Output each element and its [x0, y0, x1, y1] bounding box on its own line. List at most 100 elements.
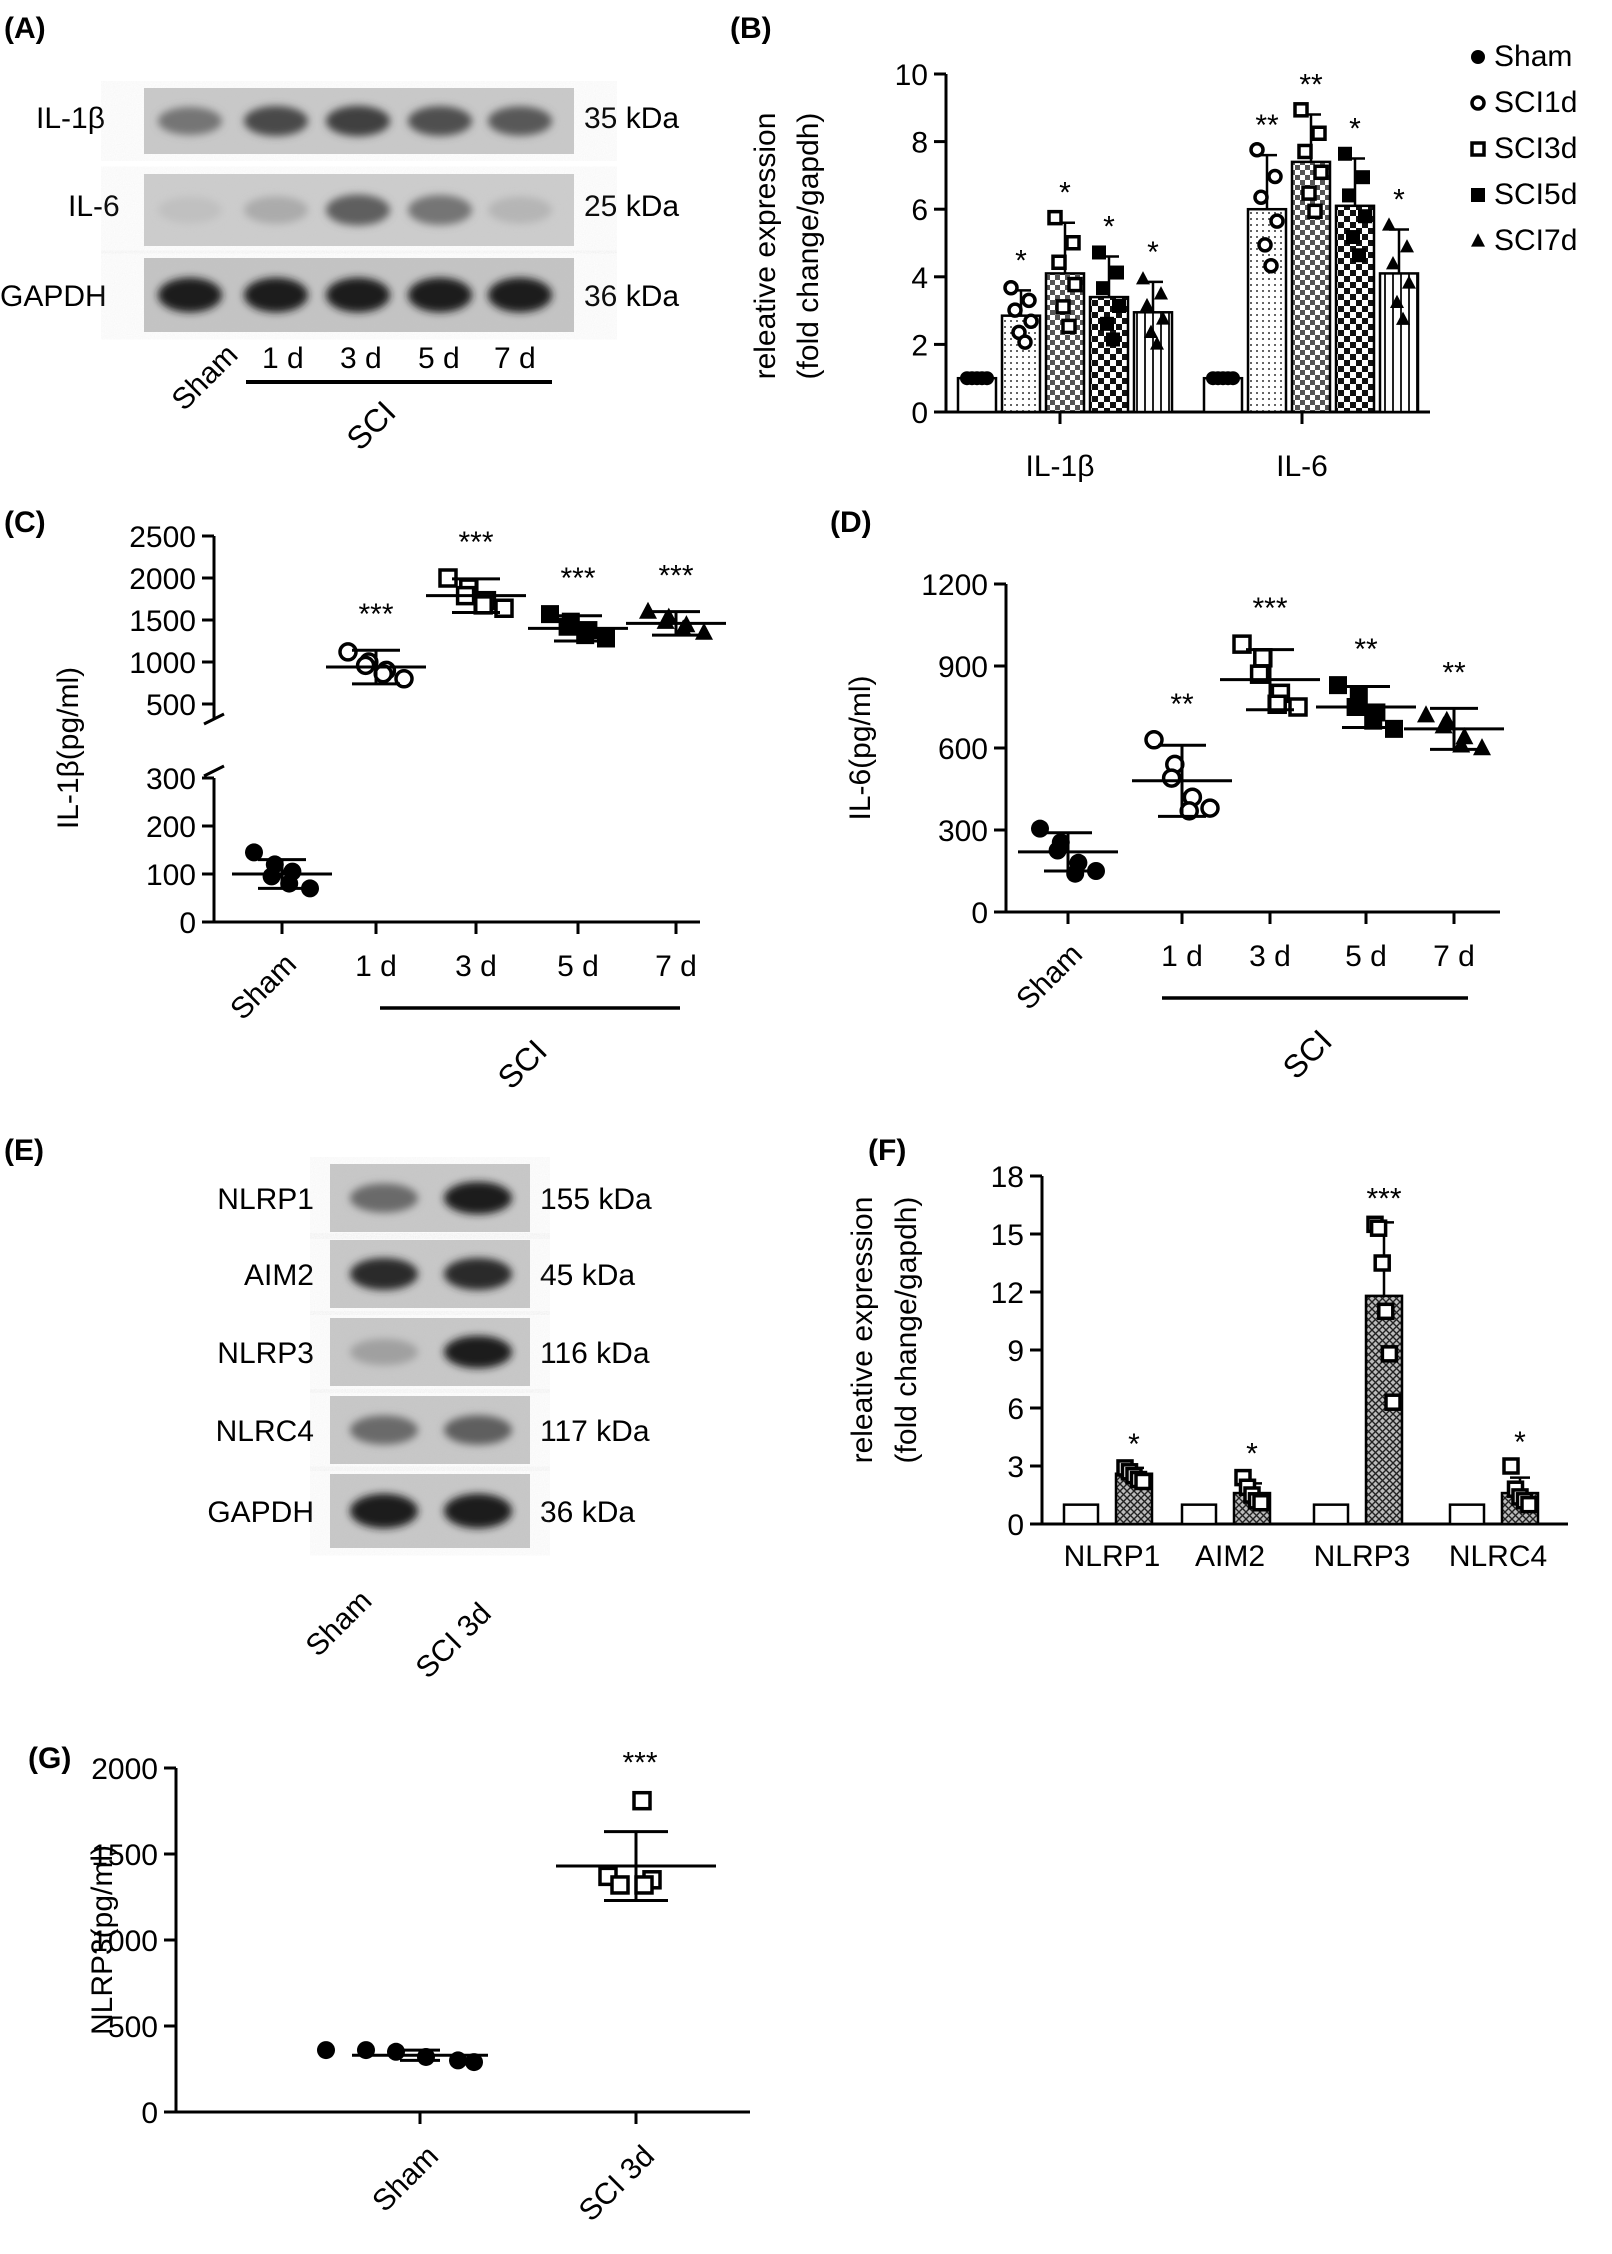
data-point: [541, 605, 559, 624]
data-point: [1267, 168, 1283, 185]
y-tick-label: 18: [991, 1161, 1024, 1194]
lane-label-7d: 7 d: [494, 342, 536, 375]
data-point: [1144, 324, 1158, 338]
data-point: [1396, 311, 1410, 325]
data-point: [1200, 798, 1220, 818]
legend-label: SCI7d: [1494, 224, 1577, 257]
y-tick-label: 0: [911, 397, 928, 430]
data-point: [1051, 254, 1067, 271]
data-point: [1017, 334, 1033, 350]
y-tick-label: 1200: [921, 569, 988, 602]
data-point: [1252, 1493, 1270, 1512]
x-tick-label: 5 d: [1345, 940, 1387, 973]
group-label-sci: SCI: [339, 394, 402, 457]
data-point: [1253, 648, 1273, 668]
blot-size-il6: 25 kDa: [584, 190, 679, 223]
data-point: [1003, 280, 1019, 296]
y-axis-label: (fold change/gapdh): [890, 1197, 923, 1464]
x-tick-label: NLRP3: [1314, 1540, 1411, 1573]
significance-label: *: [1514, 1426, 1526, 1459]
data-point: [1301, 185, 1317, 201]
blot-band: [350, 1493, 418, 1529]
data-point: [1373, 1254, 1391, 1272]
lane-label-5d: 5 d: [418, 342, 460, 375]
panel-label-c: (C): [4, 506, 46, 539]
data-point: [1473, 738, 1491, 756]
lane-labels: Sham 1 d 3 d 5 d 7 d SCI: [166, 338, 552, 457]
data-point: [1249, 141, 1265, 158]
bar: [1088, 295, 1130, 414]
data-point: [1096, 281, 1110, 296]
blot-band: [158, 107, 222, 135]
data-point: [1417, 705, 1435, 723]
blot-size-gapdh: 36 kDa: [540, 1496, 635, 1529]
blot-size-il1b: 35 kDa: [584, 102, 679, 135]
significance-label: *: [1147, 236, 1159, 269]
y-tick-label: 2000: [129, 563, 196, 596]
blot-size-nlrp3: 116 kDa: [540, 1337, 650, 1370]
x-tick-label: 3 d: [455, 950, 497, 983]
bar-sham: [1312, 1503, 1350, 1526]
data-point: [1380, 1345, 1399, 1363]
data-point: [262, 867, 281, 886]
data-point: [1226, 371, 1240, 386]
lane-label-sci3d: SCI 3d: [410, 1597, 498, 1685]
significance-label: ***: [560, 562, 595, 595]
data-point: [558, 617, 577, 636]
data-point: [1297, 143, 1313, 160]
bar-sham: [1180, 1503, 1218, 1526]
legend-marker: [1470, 95, 1486, 111]
significance-label: **: [1442, 656, 1466, 689]
data-point: [1329, 676, 1347, 695]
panel-label-g: (G): [28, 1742, 71, 1775]
x-tick-label: 5 d: [557, 950, 599, 983]
data-point: [338, 642, 358, 662]
x-tick-label: Sham: [224, 948, 303, 1027]
x-tick-label: 1 d: [355, 950, 397, 983]
y-tick-label: 100: [146, 859, 196, 892]
y-tick-label: 12: [991, 1277, 1024, 1310]
data-point: [674, 619, 693, 637]
data-point: [1067, 276, 1083, 293]
blot-size-nlrp1: 155 kDa: [540, 1183, 652, 1216]
legend-label: SCI3d: [1494, 132, 1577, 165]
significance-label: *: [1246, 1438, 1258, 1471]
significance-label: ***: [458, 526, 493, 559]
significance-label: **: [1255, 109, 1279, 142]
y-tick-label: 6: [911, 194, 928, 227]
y-tick-label: 500: [146, 689, 196, 722]
blot-band: [350, 1338, 418, 1366]
data-point: [1369, 1219, 1388, 1237]
data-point: [1358, 209, 1372, 224]
significance-label: *: [1349, 113, 1361, 146]
y-tick-label: 6: [1007, 1393, 1024, 1426]
blot-band: [488, 277, 552, 313]
y-axis-label: IL-1β(pg/ml): [52, 667, 85, 829]
legend-marker: [1470, 141, 1486, 157]
data-point: [1023, 313, 1039, 329]
data-point: [1140, 297, 1154, 312]
y-axis-label: (fold change/gapdh): [792, 113, 825, 380]
x-tick-label: NLRP1: [1064, 1540, 1161, 1573]
x-tick-label: Sham: [366, 2140, 445, 2219]
x-tick-label: 1 d: [1161, 940, 1203, 973]
y-tick-label: 0: [1007, 1509, 1024, 1542]
blot-label-nlrc4: NLRC4: [216, 1415, 314, 1448]
data-point: [465, 2053, 483, 2072]
data-point: [317, 2041, 335, 2060]
western-blot-panel-e: Sham SCI 3d NLRP1 155 kDa AIM2 45 kDa NLRP3 1…: [207, 1164, 652, 1685]
y-tick-label: 500: [108, 2011, 158, 2044]
data-point: [1338, 146, 1352, 161]
y-tick-label: 0: [179, 907, 196, 940]
significance-label: ***: [358, 598, 393, 631]
x-tick-label: Sham: [1010, 938, 1089, 1017]
data-point: [1154, 286, 1168, 300]
data-point: [1007, 302, 1023, 318]
data-point: [1382, 217, 1396, 231]
y-axis-label: releative expression: [749, 113, 782, 380]
significance-label: **: [1299, 69, 1323, 102]
lane-label-3d: 3 d: [340, 342, 382, 375]
blot-band: [444, 1257, 512, 1291]
data-point: [1364, 711, 1383, 730]
blot-label-nlrp3: NLRP3: [217, 1337, 314, 1370]
